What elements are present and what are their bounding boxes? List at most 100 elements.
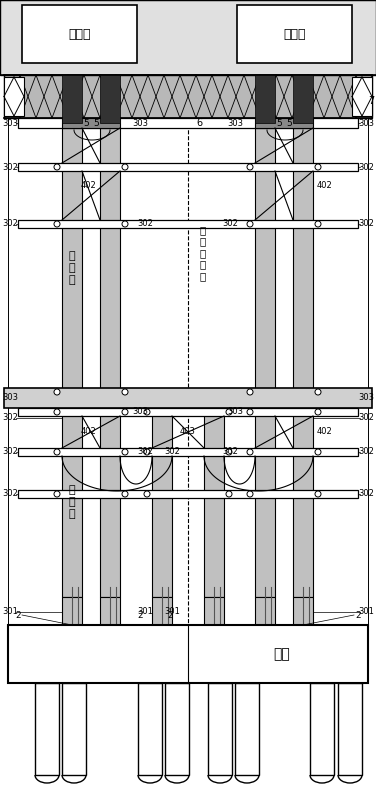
- Bar: [35, 683, 59, 775]
- Bar: [255, 75, 275, 123]
- Bar: [152, 597, 172, 625]
- Bar: [18, 118, 358, 128]
- Text: 2: 2: [355, 611, 361, 619]
- Text: 302: 302: [164, 447, 180, 456]
- Text: 403: 403: [180, 427, 196, 436]
- Text: 302: 302: [358, 413, 374, 422]
- Bar: [152, 408, 172, 597]
- Circle shape: [122, 221, 128, 227]
- Text: 303: 303: [132, 408, 148, 417]
- Text: 302: 302: [222, 219, 238, 229]
- Circle shape: [144, 491, 150, 497]
- Text: 303: 303: [358, 119, 374, 128]
- Circle shape: [144, 449, 150, 455]
- Bar: [18, 163, 358, 171]
- Bar: [352, 77, 372, 116]
- Bar: [4, 388, 372, 408]
- Bar: [204, 408, 224, 597]
- Circle shape: [226, 409, 232, 415]
- Text: 302: 302: [2, 219, 18, 229]
- Text: 5: 5: [83, 119, 89, 128]
- Bar: [293, 597, 313, 625]
- Text: 302: 302: [222, 447, 238, 456]
- Circle shape: [247, 491, 253, 497]
- Text: 303: 303: [358, 394, 374, 402]
- Text: 302: 302: [137, 447, 153, 456]
- Bar: [293, 75, 313, 123]
- Text: 302: 302: [2, 447, 18, 456]
- Text: 6: 6: [196, 118, 202, 128]
- Text: 上
层
墩: 上 层 墩: [69, 251, 75, 284]
- Bar: [255, 118, 313, 128]
- Text: 303: 303: [2, 119, 18, 128]
- Circle shape: [315, 491, 321, 497]
- Text: 303: 303: [227, 408, 243, 417]
- Circle shape: [247, 164, 253, 170]
- Circle shape: [247, 409, 253, 415]
- Circle shape: [54, 164, 60, 170]
- Text: 7: 7: [368, 96, 374, 106]
- Bar: [4, 75, 372, 118]
- Text: 302: 302: [358, 489, 374, 498]
- Bar: [0, 0, 376, 75]
- Text: 402: 402: [80, 181, 96, 191]
- Text: 302: 302: [358, 162, 374, 172]
- Text: 上层梁: 上层梁: [283, 28, 306, 40]
- Bar: [204, 597, 224, 625]
- Bar: [100, 597, 120, 625]
- Bar: [255, 118, 275, 597]
- Text: 302: 302: [137, 219, 153, 229]
- Text: 302: 302: [358, 447, 374, 456]
- Text: 402: 402: [317, 181, 333, 191]
- Bar: [18, 220, 358, 228]
- Bar: [8, 625, 368, 683]
- Text: 402: 402: [317, 427, 333, 436]
- Bar: [237, 5, 352, 63]
- Bar: [208, 683, 232, 775]
- Bar: [293, 118, 313, 597]
- Circle shape: [315, 449, 321, 455]
- Bar: [22, 5, 137, 63]
- Text: 5: 5: [276, 119, 282, 128]
- Bar: [100, 118, 120, 597]
- Text: 301: 301: [358, 607, 374, 616]
- Circle shape: [54, 409, 60, 415]
- Bar: [310, 683, 334, 775]
- Bar: [62, 75, 82, 123]
- Bar: [165, 683, 189, 775]
- Circle shape: [54, 491, 60, 497]
- Bar: [62, 683, 86, 775]
- Circle shape: [226, 491, 232, 497]
- Bar: [255, 597, 275, 625]
- Circle shape: [226, 449, 232, 455]
- Text: 402: 402: [80, 427, 96, 436]
- Text: 2: 2: [15, 611, 21, 619]
- Circle shape: [54, 449, 60, 455]
- Text: 下
层
墩: 下 层 墩: [69, 485, 75, 519]
- Text: 2: 2: [167, 611, 173, 619]
- Text: 桥
梁
中
心
线: 桥 梁 中 心 线: [200, 225, 206, 281]
- Text: 302: 302: [2, 489, 18, 498]
- Bar: [138, 683, 162, 775]
- Bar: [18, 448, 358, 456]
- Circle shape: [122, 409, 128, 415]
- Circle shape: [122, 389, 128, 395]
- Circle shape: [247, 449, 253, 455]
- Text: 303: 303: [2, 394, 18, 402]
- Bar: [62, 118, 82, 597]
- Text: 301: 301: [2, 607, 18, 616]
- Circle shape: [247, 389, 253, 395]
- Circle shape: [315, 164, 321, 170]
- Text: 302: 302: [358, 219, 374, 229]
- Circle shape: [315, 389, 321, 395]
- Text: 301: 301: [137, 607, 153, 616]
- Circle shape: [144, 409, 150, 415]
- Circle shape: [247, 221, 253, 227]
- Circle shape: [122, 491, 128, 497]
- Text: 301: 301: [164, 607, 180, 616]
- Circle shape: [54, 389, 60, 395]
- Text: 5: 5: [93, 119, 99, 128]
- Bar: [235, 683, 259, 775]
- Bar: [18, 408, 358, 416]
- Bar: [18, 490, 358, 498]
